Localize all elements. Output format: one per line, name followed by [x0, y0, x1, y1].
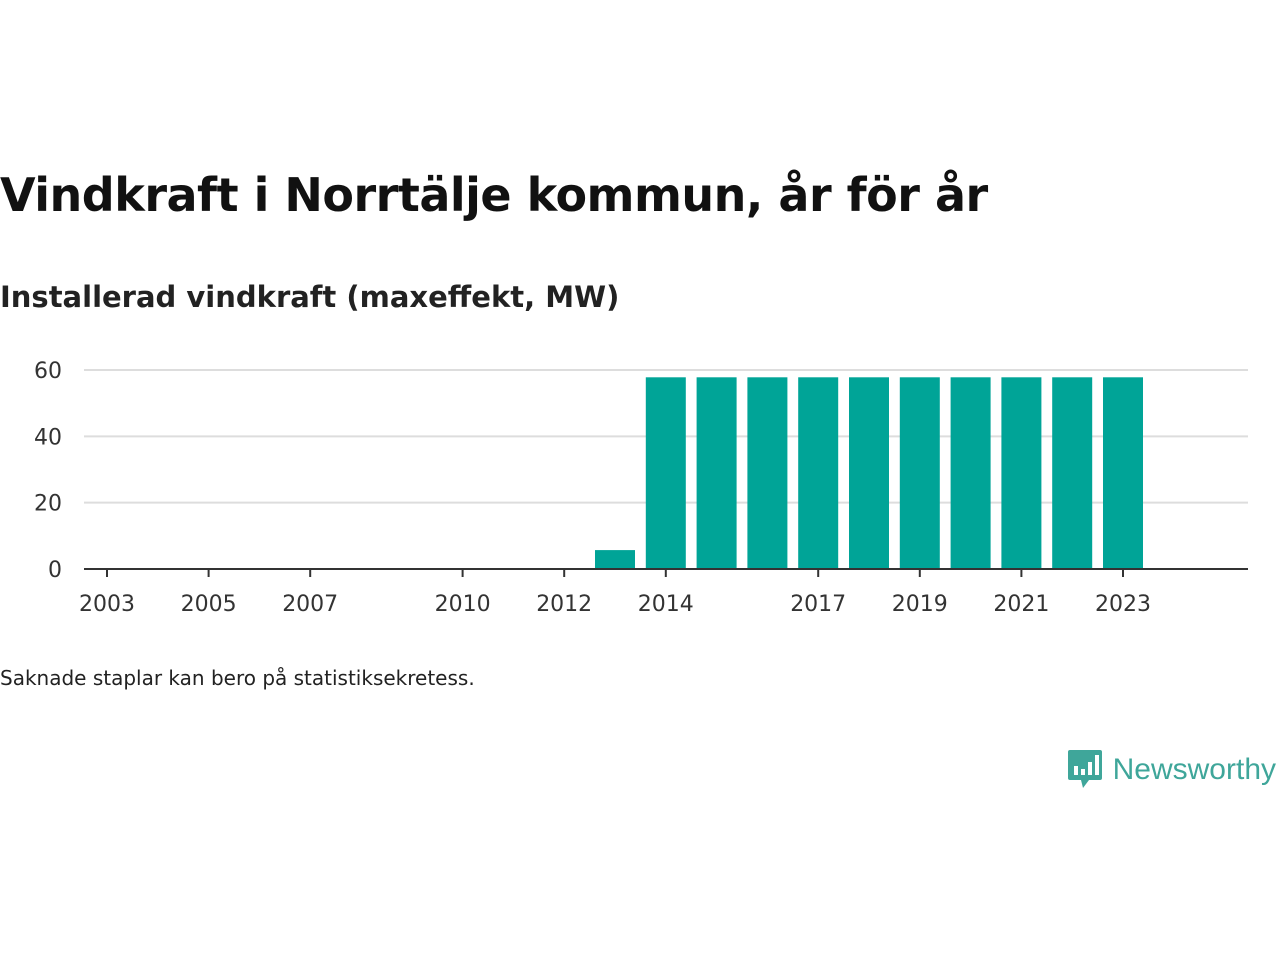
bar [849, 377, 889, 569]
bar [747, 377, 788, 569]
x-tick-label: 2010 [435, 592, 491, 617]
x-tick-label: 2021 [993, 592, 1049, 617]
y-tick-label: 60 [34, 359, 62, 384]
bar [696, 377, 737, 569]
x-tick-label: 2019 [892, 592, 948, 617]
y-tick-label: 20 [34, 492, 62, 517]
chart-subtitle: Installerad vindkraft (maxeffekt, MW) [0, 280, 620, 314]
x-tick-label: 2014 [638, 592, 694, 617]
bar [645, 377, 686, 569]
x-tick-label: 2003 [79, 592, 135, 617]
footnote: Saknade staplar kan bero på statistiksek… [0, 666, 475, 690]
x-tick-label: 2007 [282, 592, 338, 617]
bar [1103, 377, 1143, 569]
x-tick-label: 2005 [181, 592, 237, 617]
bar [1001, 377, 1042, 569]
y-tick-label: 0 [48, 558, 62, 583]
y-tick-label: 40 [34, 425, 62, 450]
bar-chart: 0 20 40 60 2003 2005 2007 2010 2012 2014 2017 2019 2… [34, 359, 1248, 617]
chart-title: Vindkraft i Norrtälje kommun, år för år [0, 168, 988, 222]
brand-name: Newsworthy [1112, 753, 1276, 786]
bar [950, 377, 991, 569]
x-tick-label: 2012 [536, 592, 592, 617]
bar [595, 550, 635, 569]
bar-chart-speech-bubble-icon [1067, 750, 1102, 788]
bar [899, 377, 940, 569]
brand-logo: Newsworthy [1067, 748, 1276, 792]
bar [1052, 377, 1093, 569]
bar [798, 377, 839, 569]
x-tick-label: 2017 [790, 592, 846, 617]
x-tick-label: 2023 [1095, 592, 1151, 617]
